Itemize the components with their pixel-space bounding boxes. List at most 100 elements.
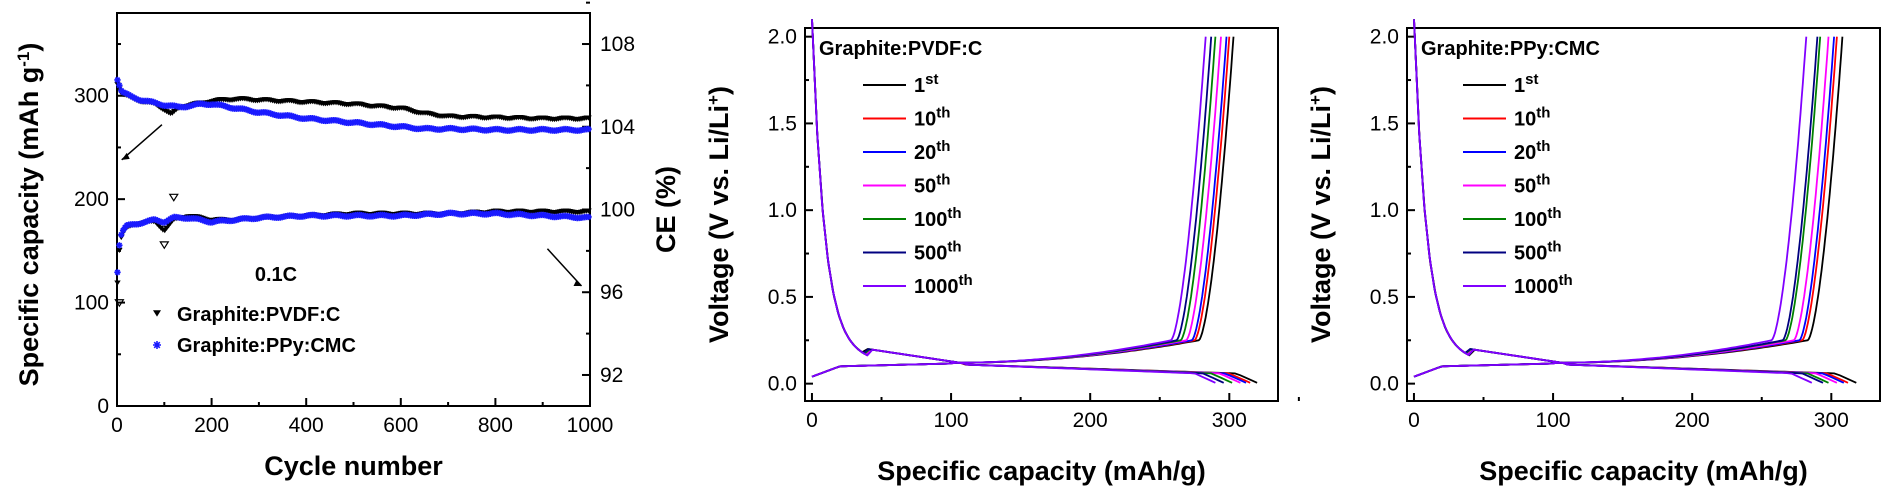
legend-label-suffix: th [1536, 138, 1550, 155]
legend-label-50: 50th [1514, 171, 1550, 198]
y-axis-label-main: Voltage (V vs. Li/Li [1306, 105, 1336, 343]
legend-label-suffix: th [1536, 104, 1550, 121]
discharge-curve [1413, 19, 1838, 384]
x-tick-label: 1000 [567, 414, 614, 437]
y2-tick-label: 96 [600, 281, 623, 304]
data-point [585, 125, 592, 133]
data-point [585, 208, 592, 214]
discharge-curve [1413, 19, 1829, 384]
y-tick-label: 300 [74, 85, 109, 108]
panel-pvdf-voltage: 0 100 200 300 0.0 0.5 1.0 1.5 2.0 Specific capaci… [704, 19, 1300, 486]
legend-label-500: 500th [1514, 238, 1562, 265]
outlier-point [159, 241, 170, 250]
series-100th [1413, 19, 1829, 384]
x-tick-label: 0 [806, 409, 818, 432]
legend-label-suffix: th [1536, 171, 1550, 188]
arrow-right-line [546, 248, 583, 287]
arrow-right-head [573, 280, 582, 287]
y-axis-label-close: ) [14, 43, 44, 52]
legend-label-100: 100th [1514, 205, 1562, 232]
legend-marker-ppy [153, 341, 161, 349]
charge-curve [1413, 36, 1835, 378]
series-graphite-pvdf-c [114, 81, 592, 123]
charge-curve [1413, 36, 1819, 378]
y2-axis-label: CE (%) [651, 166, 681, 253]
legend-label-suffix: th [947, 205, 961, 222]
legend-label-20: 20th [1514, 138, 1550, 165]
legend-label-1000: 1000th [914, 272, 973, 299]
legend-label-suffix: th [1547, 238, 1561, 255]
charge-curve [811, 36, 1231, 378]
legend-label-number: 50 [1514, 176, 1536, 198]
charge-curve [811, 36, 1222, 378]
legend-label-1000: 1000th [1514, 272, 1573, 299]
x-tick-label: 200 [194, 414, 229, 437]
series-50th [1413, 19, 1838, 384]
charge-curve [1413, 36, 1844, 378]
data-point [585, 115, 592, 121]
series-graphite-ppy-cmc [114, 76, 592, 134]
legend-label-20: 20th [914, 138, 950, 165]
y-tick-label: 200 [74, 188, 109, 211]
charge-curve [811, 36, 1228, 378]
legend-label-suffix: th [1559, 272, 1573, 289]
y-tick-label: 0.0 [1370, 373, 1399, 396]
panel-title: Graphite:PVDF:C [819, 38, 982, 60]
charge-curve [1413, 36, 1830, 378]
x-tick-label: 400 [289, 414, 324, 437]
y-axis-label: Voltage (V vs. Li/Li+) [1306, 86, 1337, 343]
charge-curve [1413, 36, 1822, 378]
y-tick-label: 2.0 [1370, 26, 1399, 49]
series-100th [811, 19, 1233, 384]
data-point [119, 227, 127, 234]
data-point [585, 213, 592, 221]
legend-label-number: 100 [1514, 209, 1547, 231]
discharge-curve [1413, 19, 1824, 384]
charge-curve [811, 36, 1213, 378]
x-axis-label: Specific capacity (mAh/g) [1479, 456, 1808, 486]
legend-label-10: 10th [914, 104, 950, 131]
y2-tick-label: 100 [600, 199, 635, 222]
legend-label-number: 10 [914, 109, 936, 131]
legend-label-suffix: st [1525, 71, 1538, 88]
panel-ppy-voltage: 0 100 200 300 0.0 0.5 1.0 1.5 2.0 Specific capaci… [1306, 19, 1881, 486]
data-point [116, 82, 123, 89]
data-point [114, 269, 121, 276]
charge-curve [811, 36, 1207, 378]
discharge-curve [811, 19, 1233, 384]
legend-label-1: 1st [914, 71, 938, 98]
x-tick-label: 0 [1408, 409, 1420, 432]
x-tick-label: 300 [1814, 409, 1849, 432]
legend-label-number: 1 [914, 75, 925, 97]
discharge-curve [811, 19, 1216, 384]
discharge-curve [1413, 19, 1813, 384]
y-axis-label-sup: + [1306, 95, 1325, 105]
y-tick-label: 1.0 [768, 199, 797, 222]
series-10th [1413, 19, 1849, 384]
legend-label-suffix: th [936, 171, 950, 188]
series-1000th [1413, 19, 1813, 384]
outlier-point [114, 299, 125, 308]
data-point [116, 242, 123, 249]
y2-tick-label: 92 [600, 364, 623, 387]
y-axis-label: Specific capacity (mAh g-1) [14, 43, 45, 387]
y-axis-label-close: ) [704, 86, 734, 95]
legend-label-500: 500th [914, 238, 962, 265]
x-tick-label: 100 [1536, 409, 1571, 432]
legend-label-number: 50 [914, 176, 936, 198]
discharge-curve [811, 19, 1225, 384]
charge-curve [811, 36, 1217, 378]
x-axis-label: Specific capacity (mAh/g) [877, 456, 1206, 486]
charge-curve [1413, 36, 1808, 378]
charge-curve [811, 36, 1235, 378]
legend-label-number: 1 [1514, 75, 1525, 97]
legend-label-suffix: th [936, 138, 950, 155]
y-tick-label: 2.0 [768, 26, 797, 49]
legend-label-suffix: th [1547, 205, 1561, 222]
x-tick-label: 600 [383, 414, 418, 437]
outlier-point [168, 193, 179, 202]
series-20th [1413, 19, 1845, 384]
legend-label-50: 50th [914, 171, 950, 198]
y-tick-label: 1.0 [1370, 199, 1399, 222]
x-axis-label: Cycle number [264, 451, 443, 481]
